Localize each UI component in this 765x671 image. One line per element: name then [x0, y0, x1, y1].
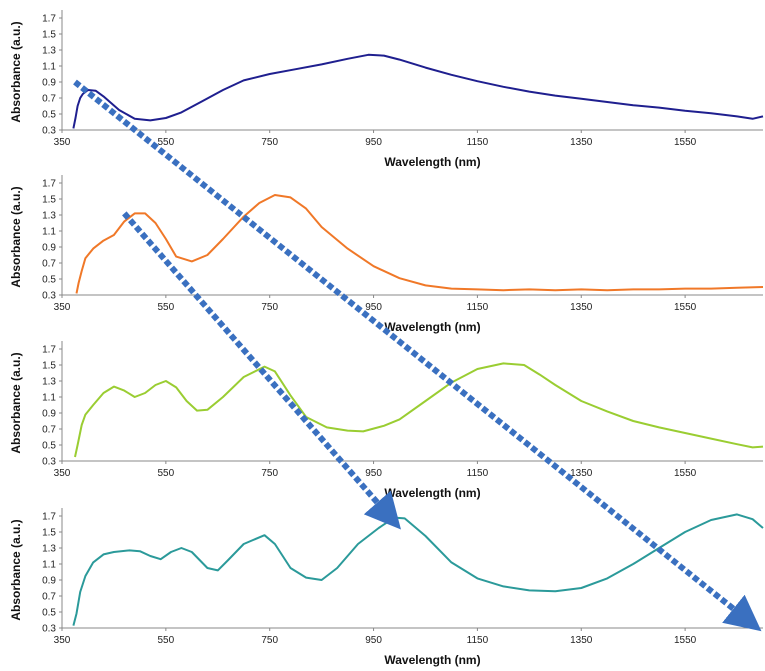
x-tick-label: 1350	[570, 468, 593, 479]
y-tick-label: 0.7	[42, 592, 56, 603]
x-tick-label: 550	[158, 302, 175, 313]
x-tick-label: 1150	[467, 635, 489, 646]
y-axis-title: Absorbance (a.u.)	[9, 186, 23, 287]
x-tick-label: 1350	[570, 137, 593, 148]
y-tick-label: 1.3	[42, 211, 56, 222]
y-tick-label: 0.7	[42, 425, 56, 436]
y-tick-label: 1.5	[42, 30, 56, 41]
y-tick-label: 0.5	[42, 441, 56, 452]
x-tick-label: 350	[54, 635, 71, 646]
y-tick-label: 0.7	[42, 94, 56, 105]
panel-1: 0.3 0.5 0.7 0.9 1.1 1.3 1.5 1.7 350 550 750 950 1150…	[9, 10, 764, 169]
x-tick-label: 1350	[570, 635, 593, 646]
panel-4: 0.3 0.5 0.7 0.9 1.1 1.3 1.5 1.7 350 550 750 950 1150…	[9, 508, 764, 667]
y-tick-label: 0.9	[42, 409, 56, 420]
x-tick-label: 750	[261, 468, 278, 479]
y-tick-label: 0.3	[42, 624, 56, 635]
y-tick-label: 1.3	[42, 377, 56, 388]
x-tick-label: 350	[54, 137, 71, 148]
y-tick-label: 0.9	[42, 78, 56, 89]
x-tick-label: 350	[54, 468, 71, 479]
x-tick-label: 950	[365, 302, 382, 313]
y-tick-label: 1.1	[42, 393, 56, 404]
y-tick-label: 0.5	[42, 608, 56, 619]
y-tick-label: 1.7	[42, 345, 56, 356]
x-tick-label: 750	[261, 635, 278, 646]
x-axis-title: Wavelength (nm)	[384, 653, 480, 667]
y-tick-label: 0.9	[42, 243, 56, 254]
x-tick-label: 550	[158, 635, 175, 646]
y-tick-label: 1.5	[42, 528, 56, 539]
y-tick-label: 1.5	[42, 195, 56, 206]
y-tick-label: 1.7	[42, 14, 56, 25]
x-tick-label: 950	[365, 137, 382, 148]
dashed-arrow-2	[122, 211, 401, 530]
x-tick-label: 1550	[674, 302, 697, 313]
panel-3: 0.3 0.5 0.7 0.9 1.1 1.3 1.5 1.7 350 550 750 950 1150…	[9, 341, 764, 500]
x-tick-label: 1150	[467, 468, 489, 479]
x-tick-label: 1350	[570, 302, 593, 313]
y-tick-label: 1.1	[42, 62, 56, 73]
y-tick-label: 0.3	[42, 291, 56, 302]
y-axis-title: Absorbance (a.u.)	[9, 519, 23, 620]
y-tick-label: 1.5	[42, 361, 56, 372]
y-tick-label: 0.7	[42, 259, 56, 270]
x-axis-title: Wavelength (nm)	[384, 486, 480, 500]
y-tick-label: 0.3	[42, 457, 56, 468]
x-tick-label: 950	[365, 635, 382, 646]
y-tick-label: 0.5	[42, 110, 56, 121]
series-line-2	[75, 194, 764, 294]
x-tick-label: 1150	[467, 137, 489, 148]
x-tick-label: 1550	[674, 137, 697, 148]
x-tick-label: 550	[158, 137, 175, 148]
x-tick-label: 550	[158, 468, 175, 479]
series-line-1	[72, 53, 764, 129]
x-axis-title: Wavelength (nm)	[384, 155, 480, 169]
y-tick-label: 0.3	[42, 126, 56, 137]
x-tick-label: 350	[54, 302, 71, 313]
y-tick-label: 1.1	[42, 560, 56, 571]
x-tick-label: 1550	[674, 468, 697, 479]
x-tick-label: 950	[365, 468, 382, 479]
y-tick-label: 1.7	[42, 179, 56, 190]
x-tick-label: 1150	[467, 302, 489, 313]
series-line-4	[72, 513, 764, 626]
x-tick-label: 750	[261, 137, 278, 148]
y-tick-label: 1.1	[42, 227, 56, 238]
y-axis-title: Absorbance (a.u.)	[9, 352, 23, 453]
x-axis-title: Wavelength (nm)	[384, 320, 480, 334]
y-tick-label: 1.3	[42, 544, 56, 555]
panel-2: 0.3 0.5 0.7 0.9 1.1 1.3 1.5 1.7 350 550 750 950 1150…	[9, 175, 764, 334]
x-tick-label: 1550	[674, 635, 697, 646]
y-tick-label: 1.7	[42, 512, 56, 523]
y-tick-label: 1.3	[42, 46, 56, 57]
y-tick-label: 0.5	[42, 275, 56, 286]
y-axis-title: Absorbance (a.u.)	[9, 21, 23, 122]
x-tick-label: 750	[261, 302, 278, 313]
series-line-3	[74, 362, 764, 458]
y-tick-label: 0.9	[42, 576, 56, 587]
